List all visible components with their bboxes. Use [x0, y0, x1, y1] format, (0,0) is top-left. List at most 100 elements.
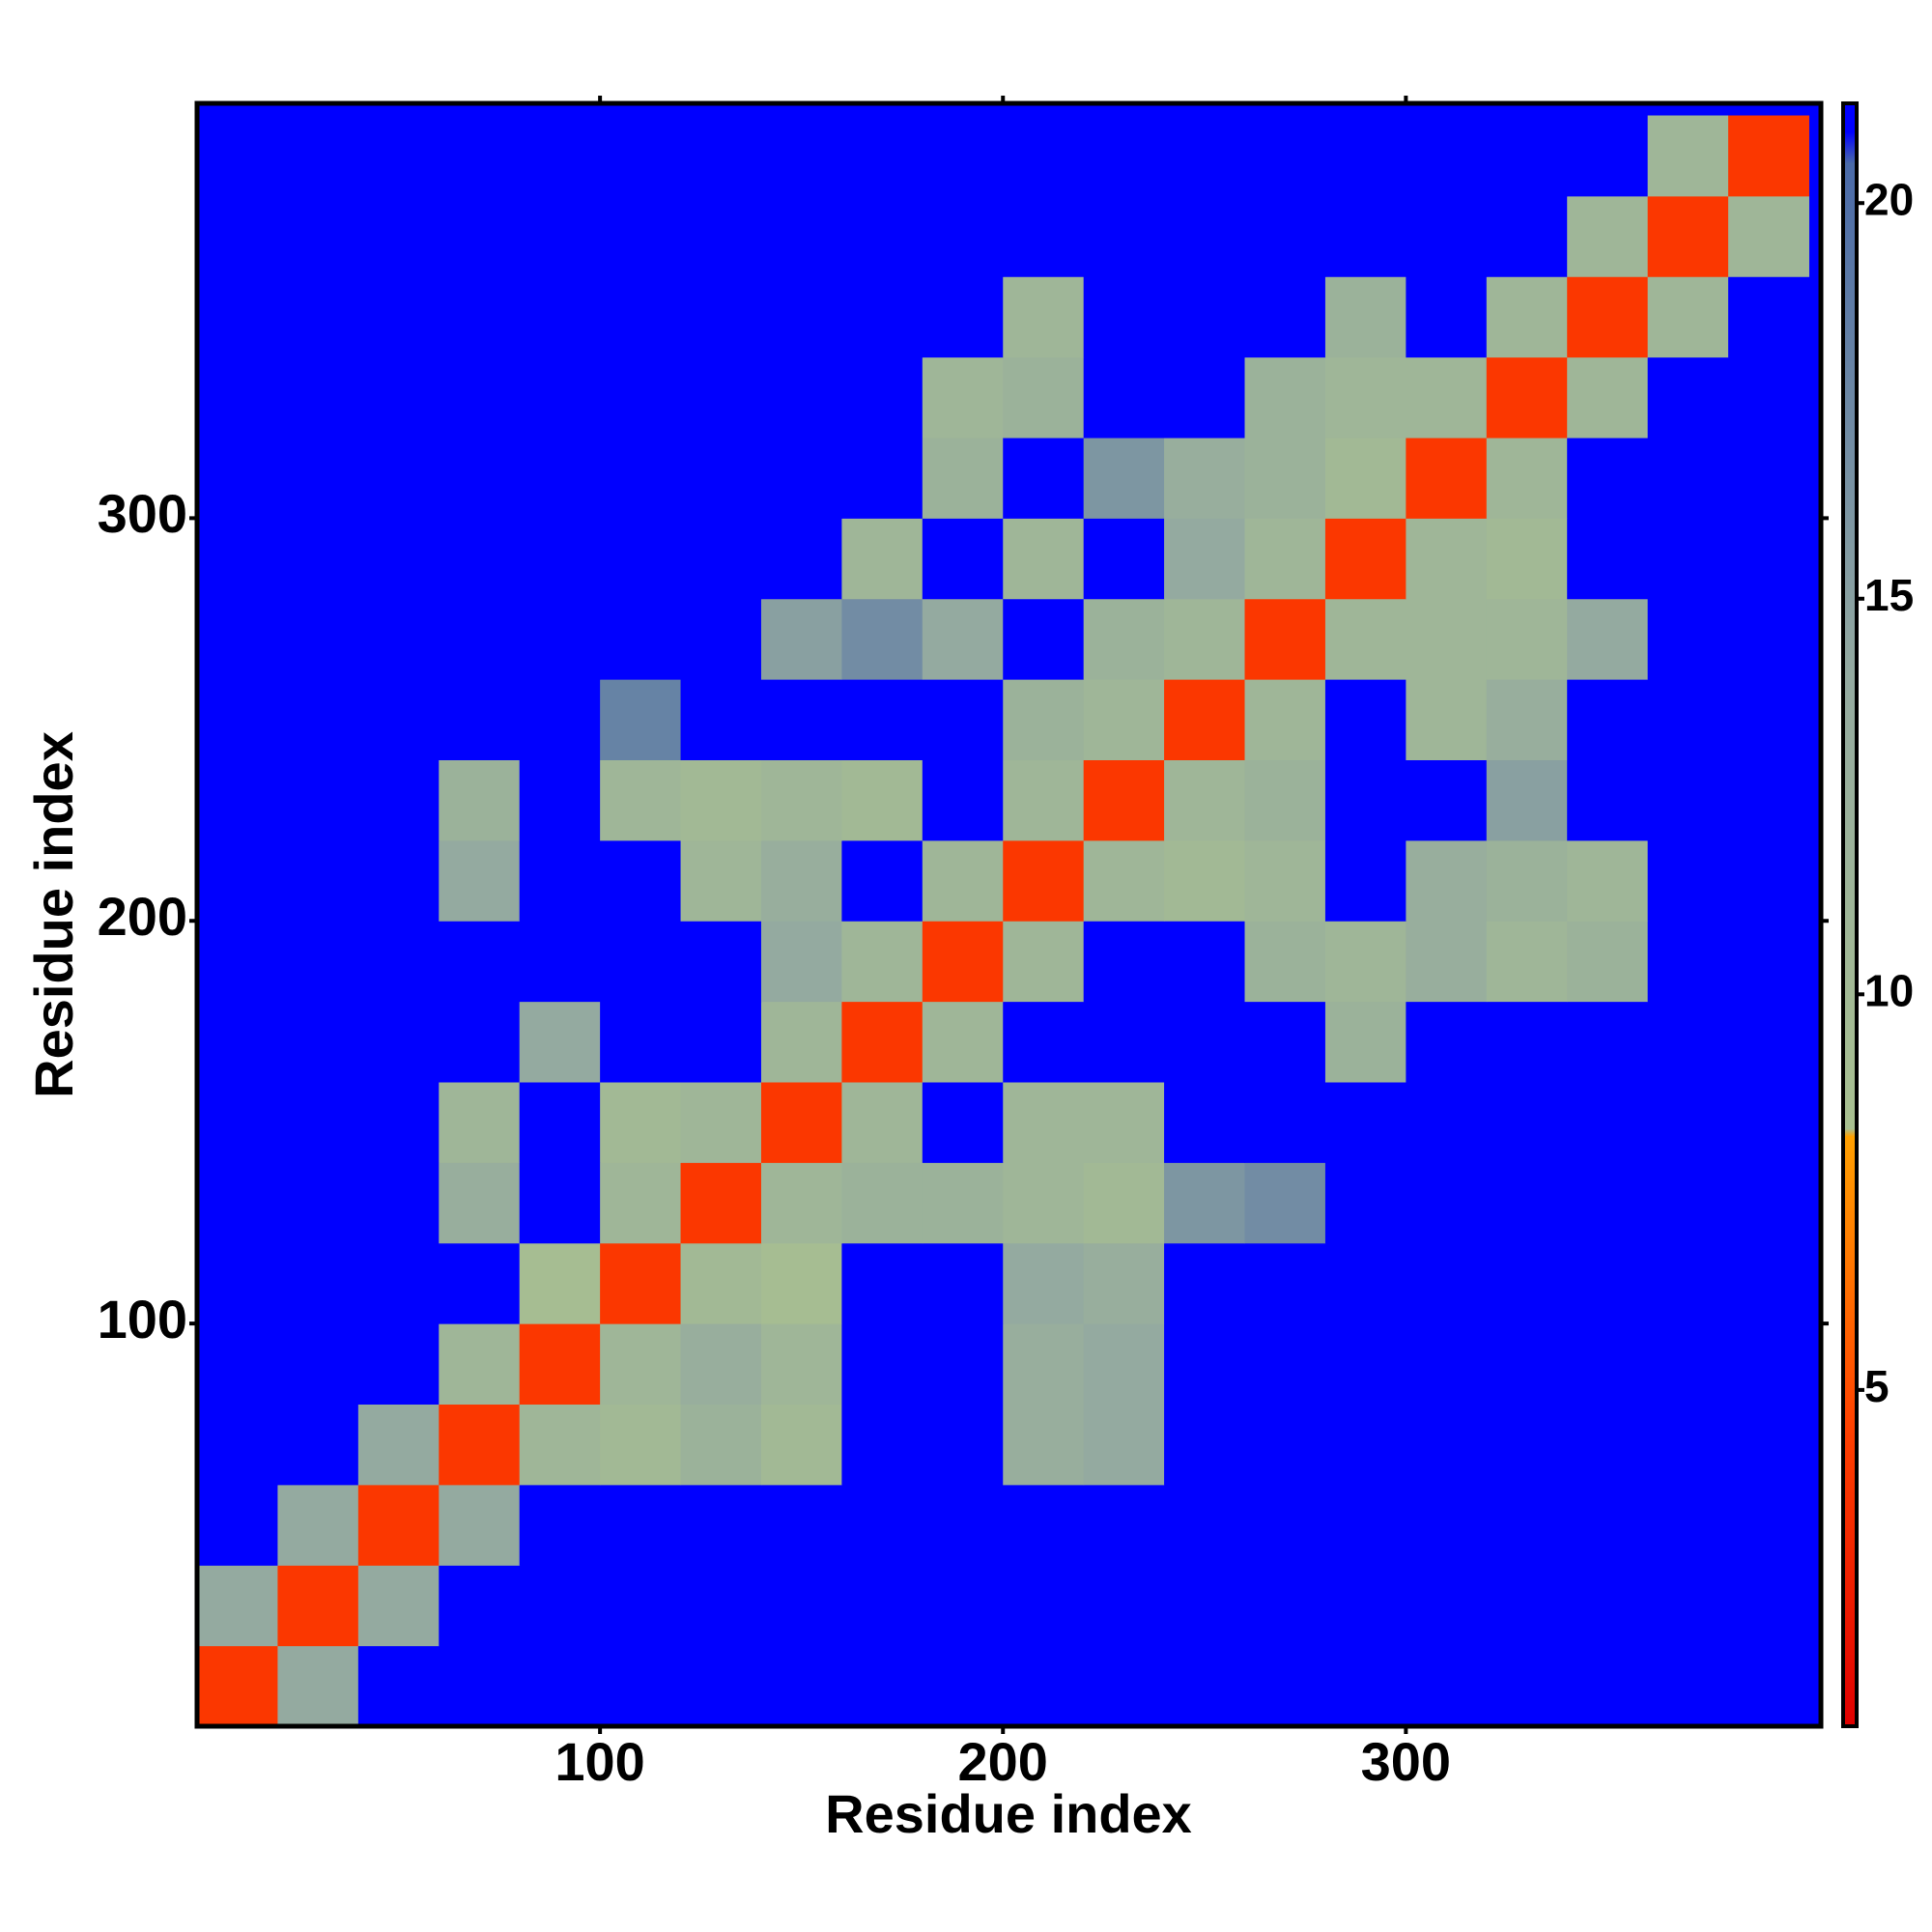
heatmap-cell: [600, 759, 682, 841]
x-axis-label: Residue index: [825, 1783, 1192, 1844]
heatmap-cell: [1486, 1484, 1568, 1566]
heatmap-cell: [1003, 921, 1085, 1003]
heatmap-cell: [1324, 356, 1406, 439]
heatmap-cell: [357, 759, 440, 841]
heatmap-cell: [1324, 921, 1406, 1003]
heatmap-cell: [519, 115, 601, 197]
heatmap-cell: [1003, 438, 1085, 519]
heatmap-cell: [439, 1323, 521, 1406]
heatmap-cell: [1324, 1323, 1406, 1406]
heatmap-cell: [277, 115, 359, 197]
heatmap-cell: [357, 598, 440, 680]
heatmap-cell: [197, 921, 278, 1003]
heatmap-cell: [1486, 276, 1568, 358]
heatmap-cell: [760, 1082, 842, 1163]
heatmap-cell: [841, 1484, 923, 1566]
heatmap-cell: [1083, 438, 1165, 519]
heatmap-cell: [922, 1162, 1004, 1244]
heatmap-cell: [519, 1484, 601, 1566]
heatmap-cell: [1647, 1565, 1729, 1647]
heatmap-cell: [277, 276, 359, 358]
heatmap-cell: [1244, 839, 1326, 922]
heatmap-cell: [357, 1645, 440, 1727]
heatmap-cell: [1486, 1565, 1568, 1647]
heatmap-cell: [1406, 1001, 1488, 1083]
heatmap-cell: [1728, 276, 1809, 358]
heatmap-cell: [357, 1484, 440, 1566]
heatmap-cell: [1324, 679, 1406, 761]
heatmap-cell: [439, 1404, 521, 1486]
heatmap-cell: [680, 598, 762, 680]
heatmap-cell: [1164, 1404, 1246, 1486]
heatmap-cell: [357, 679, 440, 761]
heatmap-cell: [1647, 1242, 1729, 1324]
heatmap-cell: [760, 921, 842, 1003]
heatmap-cell: [1406, 759, 1488, 841]
heatmap-cell: [519, 1082, 601, 1163]
heatmap-cell: [439, 921, 521, 1003]
colorbar: [1841, 101, 1859, 1728]
heatmap-cell: [1324, 1404, 1406, 1486]
heatmap-cell: [1244, 1162, 1326, 1244]
heatmap-cell: [1324, 195, 1406, 277]
heatmap-cell: [277, 1645, 359, 1727]
heatmap-cell: [680, 438, 762, 519]
heatmap-cell: [1003, 115, 1085, 197]
heatmap-cell: [1647, 1162, 1729, 1244]
heatmap-cell: [1003, 679, 1085, 761]
heatmap-cell: [439, 598, 521, 680]
heatmap-cell: [197, 839, 278, 922]
heatmap-cell: [197, 759, 278, 841]
heatmap-cell: [1324, 759, 1406, 841]
heatmap-cell: [1647, 1323, 1729, 1406]
heatmap-cell: [600, 679, 682, 761]
heatmap-cell: [439, 438, 521, 519]
heatmap-cell: [1486, 921, 1568, 1003]
heatmap-cell: [1486, 195, 1568, 277]
y-tick-label: 100: [98, 1289, 187, 1350]
heatmap-cell: [197, 1162, 278, 1244]
heatmap-cell: [1567, 1082, 1649, 1163]
heatmap-cell: [439, 195, 521, 277]
heatmap-cell: [357, 115, 440, 197]
heatmap-cell: [1003, 1484, 1085, 1566]
heatmap-cell: [1003, 598, 1085, 680]
heatmap-cell: [519, 679, 601, 761]
heatmap-cell: [760, 1645, 842, 1727]
heatmap-cell: [841, 1323, 923, 1406]
heatmap-cell: [760, 1001, 842, 1083]
heatmap-cell: [1728, 1162, 1809, 1244]
heatmap-cell: [1003, 195, 1085, 277]
heatmap-cell: [1406, 1404, 1488, 1486]
heatmap-cell: [1003, 1565, 1085, 1647]
heatmap-cell: [1164, 356, 1246, 439]
heatmap-cell: [439, 356, 521, 439]
heatmap-cell: [1164, 679, 1246, 761]
heatmap-cell: [277, 921, 359, 1003]
heatmap-cell: [1003, 518, 1085, 600]
heatmap-cell: [600, 1242, 682, 1324]
heatmap-cell: [1406, 276, 1488, 358]
heatmap-cell: [1728, 438, 1809, 519]
heatmap-cell: [760, 1162, 842, 1244]
heatmap-cell: [277, 1162, 359, 1244]
heatmap-cell: [1728, 115, 1809, 197]
heatmap-cell: [1647, 1082, 1729, 1163]
heatmap-cell: [760, 1404, 842, 1486]
heatmap-cell: [439, 839, 521, 922]
heatmap-cell: [600, 921, 682, 1003]
heatmap-cell: [1083, 1645, 1165, 1727]
heatmap-cell: [1406, 921, 1488, 1003]
heatmap-cell: [922, 1645, 1004, 1727]
heatmap-cell: [1728, 195, 1809, 277]
heatmap-cell: [1324, 1484, 1406, 1566]
heatmap-cell: [1164, 1323, 1246, 1406]
heatmap-cell: [760, 759, 842, 841]
heatmap-cell: [1244, 598, 1326, 680]
heatmap-cell: [1324, 1242, 1406, 1324]
heatmap-cell: [1486, 1162, 1568, 1244]
heatmap-cell: [1486, 839, 1568, 922]
heatmap-cell: [1647, 1484, 1729, 1566]
heatmap-cell: [357, 921, 440, 1003]
heatmap-cell: [1083, 1404, 1165, 1486]
